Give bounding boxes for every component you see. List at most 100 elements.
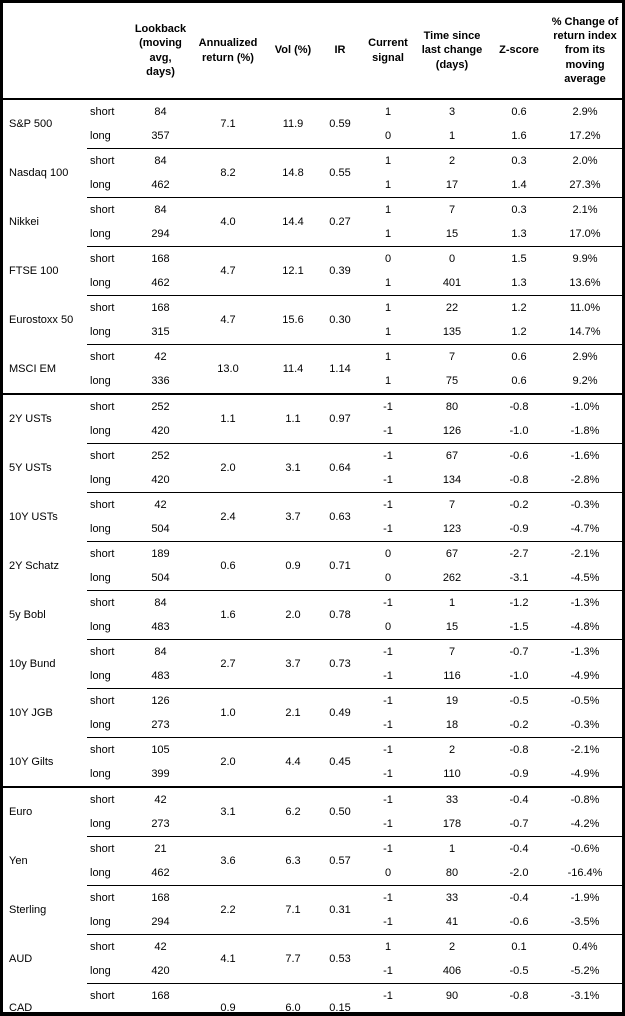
vol-cell: 12.1	[268, 246, 318, 296]
annualized-return-cell: 2.2	[188, 885, 268, 935]
days-since-change-cell: 41	[445, 916, 459, 928]
lookback-cell: 420	[151, 965, 170, 977]
z-score-cell: 0.1	[490, 934, 548, 959]
lookback-cell: 126	[133, 688, 188, 713]
pct-change-cell: -2.1%	[548, 737, 622, 762]
current-signal-cell: -1	[362, 393, 414, 419]
vol-cell: 15.6	[268, 295, 318, 345]
vol-cell: 6.2	[268, 786, 318, 837]
asset-name-cell: Nasdaq 100	[9, 167, 69, 179]
horizon-cell: long	[90, 867, 111, 879]
z-score-cell: -0.2	[490, 492, 548, 517]
days-since-change-cell: 19	[414, 688, 490, 713]
pct-change-cell: -5.2%	[570, 965, 600, 977]
pct-change-cell: 2.0%	[548, 148, 622, 173]
pct-change-cell: -4.7%	[570, 523, 600, 535]
table-row: Sterling short 168 2.2 7.1 0.31 -1 33 -0.4 -1.9%	[3, 885, 622, 935]
lookback-cell: 420	[151, 425, 170, 437]
z-score-cell: 0.6	[490, 344, 548, 369]
current-signal-cell: -1	[383, 670, 393, 682]
asset-name-cell: 2Y Schatz	[9, 560, 59, 572]
table-row: long 462 1 17 1.4 27.3%	[3, 173, 622, 198]
days-since-change-cell: 7	[414, 492, 490, 517]
lookback-cell: 84	[133, 148, 188, 173]
pct-change-cell: 2.9%	[548, 344, 622, 369]
ir-cell: 0.39	[318, 246, 362, 296]
annualized-return-cell: 8.2	[188, 148, 268, 198]
days-since-change-cell: 2	[414, 934, 490, 959]
table-row: Euro short 42 3.1 6.2 0.50 -1 33 -0.4 -0.8%	[3, 786, 622, 837]
horizon-cell: long	[90, 670, 111, 682]
table-row: long 483 -1 116 -1.0 -4.9%	[3, 664, 622, 689]
table-row: long 420 -1 126 -1.0 -1.8%	[3, 419, 622, 444]
z-score-cell: -0.8	[490, 737, 548, 762]
asset-name-cell: 10Y USTs	[9, 511, 58, 523]
annualized-return-cell: 7.1	[220, 118, 236, 130]
horizon-cell: short	[87, 786, 133, 812]
lookback-cell: 462	[151, 277, 170, 289]
horizon-cell: long	[90, 768, 111, 780]
table-row: long 357 0 1 1.6 17.2%	[3, 124, 622, 149]
current-signal-cell: -1	[362, 492, 414, 517]
vol-cell: 3.7	[268, 492, 318, 542]
asset-name-cell: FTSE 100	[9, 265, 59, 277]
vol-cell: 1.1	[268, 393, 318, 444]
z-score-cell: 0.3	[490, 148, 548, 173]
days-since-change-cell: 110	[443, 768, 461, 780]
table-row: long 462 0 80 -2.0 -16.4%	[3, 861, 622, 886]
lookback-cell: 21	[133, 836, 188, 861]
current-signal-cell: -1	[383, 818, 393, 830]
annualized-return-cell: 1.0	[188, 688, 268, 738]
ir-cell: 0.57	[318, 836, 362, 886]
pct-change-cell: -0.5%	[548, 688, 622, 713]
signals-table: Lookback (moving avg, days) Annualized re…	[3, 3, 622, 1012]
table-row: 5y Bobl short 84 1.6 2.0 0.78 -1 1 -1.2 -1.3%	[3, 590, 622, 640]
horizon-cell: long	[87, 1008, 133, 1012]
table-row: long 420 -1 134 -0.8 -2.8%	[3, 468, 622, 493]
z-score-cell: 1.2	[490, 295, 548, 320]
days-since-change-cell: 7	[414, 344, 490, 369]
pct-change-cell: -3.1%	[548, 983, 622, 1008]
z-score-cell: -0.6	[490, 443, 548, 468]
lookback-cell: 84	[133, 590, 188, 615]
horizon-cell: short	[87, 836, 133, 861]
ir-cell: 1.14	[318, 344, 362, 394]
pct-change-cell: -0.8%	[548, 786, 622, 812]
days-since-change-cell: 0	[414, 246, 490, 271]
current-signal-cell: 0	[362, 541, 414, 566]
horizon-cell: long	[90, 130, 111, 142]
table-row: 10y Bund short 84 2.7 3.7 0.73 -1 7 -0.7 -1.3%	[3, 639, 622, 689]
lookback-cell: 42	[133, 786, 188, 812]
lookback-cell: 168	[133, 885, 188, 910]
ir-cell: 0.71	[318, 541, 362, 591]
z-score-cell: -0.7	[490, 639, 548, 664]
days-since-change-cell: 2	[414, 737, 490, 762]
ir-cell: 0.27	[318, 197, 362, 247]
z-score-cell: 1.6	[511, 130, 527, 142]
days-since-change-cell: 178	[442, 818, 462, 830]
ir-cell: 0.50	[318, 786, 362, 837]
days-since-change-cell: 135	[442, 326, 462, 338]
vol-cell: 2.1	[268, 688, 318, 738]
table-row: S&P 500 short 84 7.1 11.9 0.59 1 3 0.6 2.9%	[3, 99, 622, 130]
pct-change-cell: -3.5%	[570, 916, 600, 928]
current-signal-cell: 0	[384, 572, 392, 584]
current-signal-cell: -1	[362, 639, 414, 664]
vol-cell: 2.0	[268, 590, 318, 640]
current-signal-cell: -1	[383, 523, 393, 535]
days-since-change-cell: 22	[414, 295, 490, 320]
current-signal-cell: -1	[362, 885, 414, 910]
z-score-cell: -0.8	[490, 393, 548, 419]
table-row: long 273 -1 18 -0.2 -0.3%	[3, 713, 622, 738]
annualized-return-cell: 3.6	[188, 836, 268, 886]
z-score-cell: -1.0	[509, 670, 529, 682]
z-score-cell: 1.5	[490, 246, 548, 271]
pct-change-cell: -2.8%	[570, 474, 600, 486]
asset-name-cell: 10Y Gilts	[9, 755, 54, 768]
pct-change-cell: -4.9%	[570, 768, 600, 780]
current-signal-cell: -1	[362, 737, 414, 762]
lookback-cell: 252	[133, 393, 188, 419]
lookback-cell: 42	[133, 492, 188, 517]
annualized-return-cell: 1.1	[188, 393, 268, 444]
z-score-cell: 1.2	[511, 326, 527, 338]
